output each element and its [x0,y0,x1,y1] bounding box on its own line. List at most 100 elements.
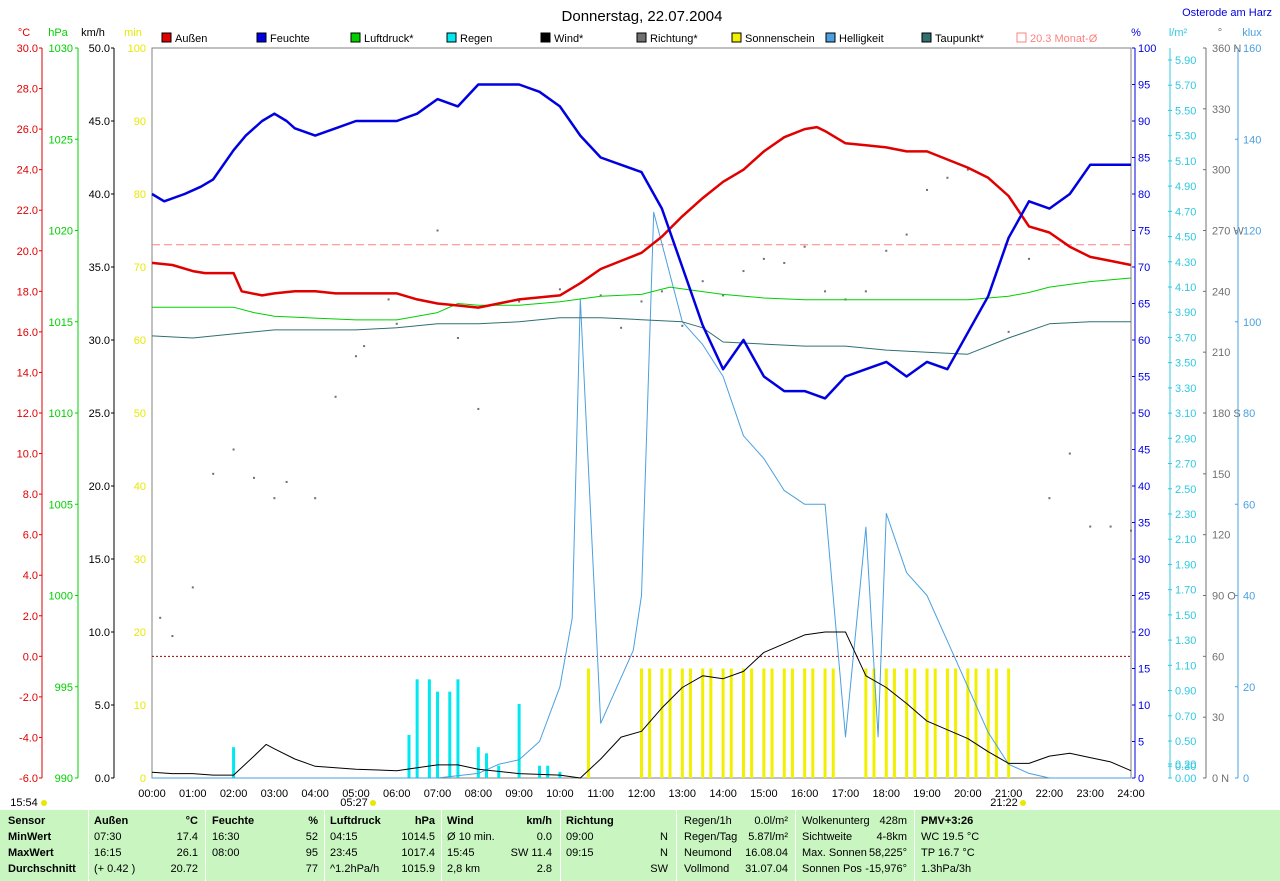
lux-axis-tick: 140 [1243,134,1261,146]
direction-point [159,616,162,619]
rain-axis-tick: 3.30 [1175,383,1196,395]
direction-point [966,168,969,171]
hum-axis-tick: 20 [1138,627,1150,639]
sunshine-bar [1007,668,1011,778]
hum-axis-tick: 30 [1138,554,1150,566]
rain-axis-tick: 3.10 [1175,408,1196,420]
legend-swatch [350,32,361,43]
summary-regen-label: Regen/1h [684,815,732,827]
lux-axis-tick: 80 [1243,408,1255,420]
dir-axis-tick: 120 [1212,530,1230,542]
sunshine-bar [660,668,664,778]
temp-axis-tick: 0.0 [23,651,38,663]
direction-point [885,249,888,252]
unit-dir: ° [1218,27,1222,39]
rain-axis-tick: 4.10 [1175,282,1196,294]
rain-axis-tick: 2.30 [1175,509,1196,521]
direction-point [681,324,684,327]
rain-axis-tick: 4.50 [1175,232,1196,244]
rain-axis-tick: 2.70 [1175,459,1196,471]
sunshine-bar [586,668,590,778]
summary-separator [560,810,561,881]
press-axis-tick: 1025 [49,134,73,146]
rain-bar [407,734,411,778]
hum-axis-tick: 90 [1138,116,1150,128]
summary-time-luftdruck: 04:15 [330,831,358,843]
press-axis-tick: 1030 [49,43,73,55]
dir-axis-tick: 30 [1212,712,1224,724]
legend-swatch [1016,32,1027,43]
sunshine-bar [966,668,970,778]
temp-axis-tick: 16.0 [17,327,38,339]
location-label: Osterode am Harz [1182,7,1272,19]
pressure-line [152,277,1132,321]
temp-axis-tick: 22.0 [17,205,38,217]
temp-axis-tick: 18.0 [17,286,38,298]
hum-axis-tick: 70 [1138,262,1150,274]
sun-axis-tick: 70 [134,262,146,274]
rain-axis-tick: 4.70 [1175,206,1196,218]
summary-wolken-label: Max. Sonnen [802,847,867,859]
legend-label: Sonnenschein [745,33,815,45]
direction-point [1068,452,1071,455]
direction-point [620,326,623,329]
summary-regen-label: Neumond [684,847,732,859]
unit-rain: l/m² [1169,27,1188,39]
direction-point [212,472,215,475]
direction-point [477,407,480,410]
sun-axis-tick: 0 [140,773,146,785]
chart-title: Donnerstag, 22.07.2004 [562,8,723,25]
summary-time-wind: 15:45 [447,847,475,859]
sun-axis-tick: 40 [134,481,146,493]
time-tick: 11:00 [587,788,614,800]
rain-axis-tick: 0.50 [1175,736,1196,748]
direction-point [558,288,561,291]
summary-unit-wind: km/h [526,815,552,827]
legend-swatch [825,32,836,43]
legend-label: Feuchte [270,33,310,45]
summary-header-wind: Wind [447,815,474,827]
summary-time-aussen: 16:15 [94,847,122,859]
press-axis-tick: 1015 [49,317,73,329]
sunshine-bar [741,668,745,778]
sunshine-bar [648,668,652,778]
summary-pmv: PMV+3:26 [921,815,974,827]
direction-point [273,497,276,500]
temp-axis-tick: 26.0 [17,124,38,136]
legend-label: Wind* [554,33,584,45]
direction-point [232,448,235,451]
direction-point [395,322,398,325]
sunrise-dot [370,800,376,806]
summary-value-aussen: 17.4 [176,831,198,843]
sun-axis-tick: 80 [134,189,146,201]
sunshine-bar [864,668,868,778]
rain-axis-tick: 0.70 [1175,711,1196,723]
time-tick: 00:00 [138,788,166,800]
summary-regen-value: 5.87l/m² [748,831,788,843]
direction-point [926,188,929,191]
hum-axis-tick: 50 [1138,408,1150,420]
summary-time-richtung: 09:00 [566,831,594,843]
rain-axis-tick: 0.20 [1175,759,1196,771]
summary-pmv: 1.3hPa/3h [921,863,972,875]
legend-swatch [446,32,457,43]
direction-point [314,497,317,500]
summary-value-richtung: N [660,831,668,843]
rain-bar [538,765,542,778]
sunshine-bar [688,668,692,778]
legend-label: Richtung* [650,33,698,45]
sunrise-label: 05:27 [340,797,368,809]
sun-axis-tick: 90 [134,116,146,128]
direction-point [660,290,663,293]
sunshine-bar [782,668,786,778]
summary-regen-label: Vollmond [684,863,730,875]
rain-axis-tick: 2.90 [1175,433,1196,445]
direction-point [334,395,337,398]
summary-unit-luftdruck: hPa [414,815,435,827]
time-tick: 14:00 [709,788,737,800]
direction-point [1089,525,1092,528]
time-tick: 13:00 [669,788,697,800]
lux-axis-tick: 40 [1243,591,1255,603]
rain-axis-tick: 4.90 [1175,181,1196,193]
wind-axis-tick: 35.0 [89,262,110,274]
